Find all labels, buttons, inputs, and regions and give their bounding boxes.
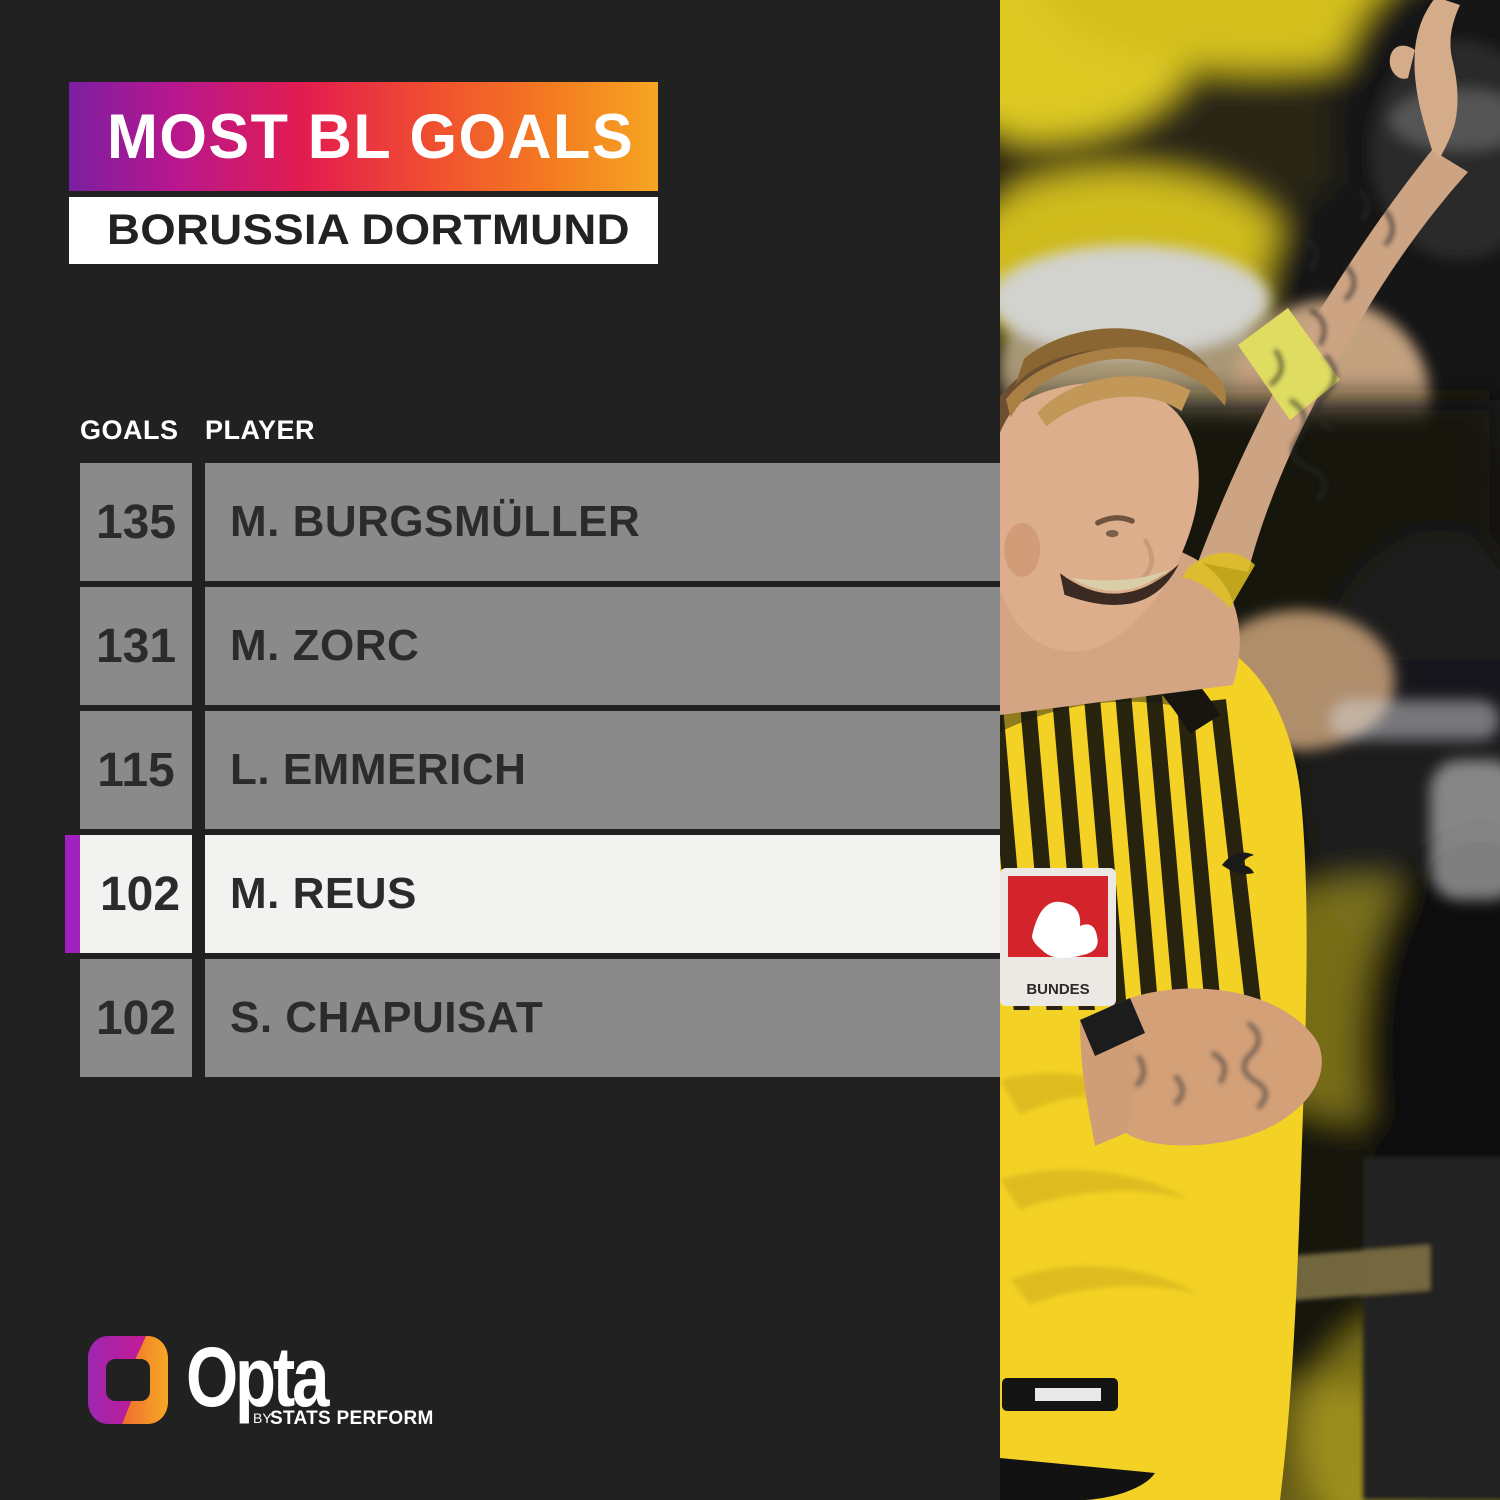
svg-text:BUNDES: BUNDES: [1026, 981, 1089, 998]
svg-text:STATS PERFORM: STATS PERFORM: [270, 1408, 434, 1428]
